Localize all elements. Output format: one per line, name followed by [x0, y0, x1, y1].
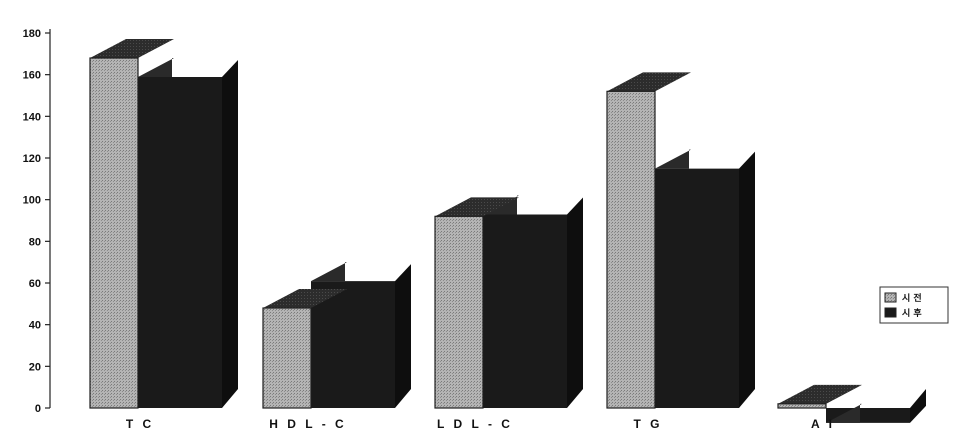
bar-before-top-ai: [778, 384, 862, 404]
bar-after-tc: [138, 77, 222, 408]
bar-after-side-hdl-c: [395, 264, 411, 408]
bar-before-top-tc: [90, 39, 174, 58]
bar-group-hdl-c: [262, 262, 411, 409]
y-tick-label: 100: [23, 195, 41, 207]
bar-after-tg: [655, 168, 739, 408]
bar-after-top-ai: [826, 403, 862, 423]
legend-label-before: 시 전: [902, 292, 922, 304]
bar-before-hdl-c: [262, 307, 312, 409]
y-tick-label: 120: [23, 153, 41, 165]
bar-before-top-hdl-c: [263, 289, 347, 308]
y-tick-label: 60: [29, 278, 41, 290]
bar-group-ldl-c: [434, 195, 583, 409]
y-tick-label: 180: [23, 28, 41, 40]
y-tick-label: 40: [29, 320, 41, 332]
bar-before-ldl-c: [434, 215, 484, 409]
bar-after-side-ai: [910, 389, 926, 423]
y-axis: 0 20 40 60 80 100 120 140 160 180: [23, 28, 51, 415]
y-tick-label: 0: [35, 403, 41, 415]
x-tick-label: T C: [126, 417, 154, 431]
legend: 시 전 시 후: [879, 286, 949, 324]
bar-before-top-ldl-c: [435, 197, 519, 217]
bar-group-tg: [606, 72, 755, 409]
bar-before-ai: [777, 403, 827, 409]
bar-after-side-tc: [222, 60, 238, 408]
bar-after-hdl-c: [311, 281, 395, 408]
bar-before-tc: [89, 57, 139, 409]
y-tick-label: 20: [29, 361, 41, 373]
x-tick-label: T G: [634, 417, 663, 431]
x-tick-label: L D L - C: [437, 417, 513, 431]
bar-before-top-tg: [607, 72, 691, 92]
bar-after-top-tg: [655, 149, 691, 169]
legend-label-after: 시 후: [902, 307, 922, 319]
bar-after-top-hdl-c: [311, 262, 347, 282]
bar-after-side-ldl-c: [567, 197, 583, 408]
bar-after-ldl-c: [483, 214, 567, 408]
legend-swatch-after: [884, 307, 897, 318]
bar-group-ai: [777, 384, 926, 423]
y-tick-label: 140: [23, 111, 41, 123]
bars: [89, 39, 926, 423]
x-tick-label: A I: [811, 417, 835, 431]
legend-swatch-before: [884, 292, 897, 303]
x-tick-label: H D L - C: [269, 417, 346, 431]
bar-after-top-tc: [138, 58, 174, 77]
bar-before-tg: [606, 90, 656, 409]
bar-after-side-tg: [739, 151, 755, 408]
y-tick-label: 160: [23, 70, 41, 82]
bar-group-tc: [89, 39, 238, 409]
y-tick-label: 80: [29, 236, 41, 248]
